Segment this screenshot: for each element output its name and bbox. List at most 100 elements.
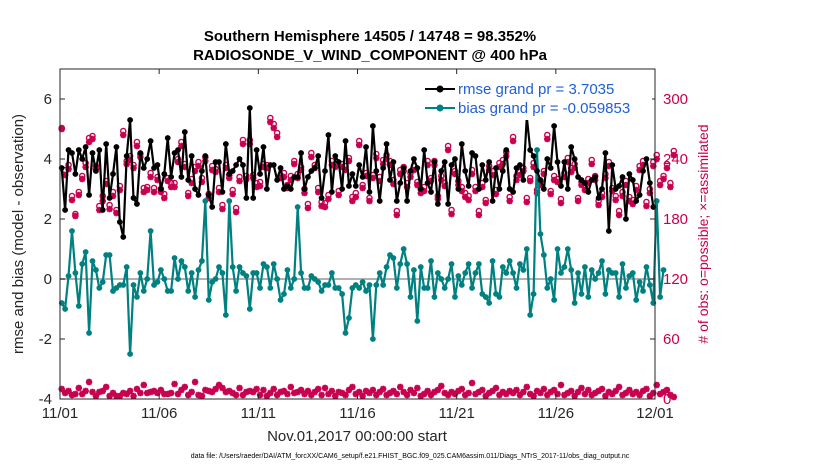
bias-point-69 [294,204,301,210]
rmse-point-71 [301,186,308,192]
bias-point-23 [137,270,144,276]
obs-assimilated-marker-6 [79,175,86,183]
bias-point-136 [523,246,530,252]
obs-rejected-marker-32 [167,389,175,397]
obs-assimilated-marker-33 [171,183,178,191]
rmse-point-87 [356,162,363,168]
obs-assimilated-marker-4 [72,212,79,220]
rmse-point-67 [287,186,294,192]
bias-point-29 [157,267,164,273]
obs-rejected-marker-41 [198,392,206,400]
obs-rejected-marker-130 [503,390,510,398]
obs-assimilated-marker-96 [386,161,394,169]
obs-assimilated-marker-114 [448,210,455,218]
rmse-point-1 [62,207,69,213]
rmse-point-126 [489,198,496,204]
bias-point-49 [226,198,233,204]
obs-assimilated-marker-120 [468,170,476,178]
bias-point-87 [356,285,363,291]
obs-assimilated-marker-167 [629,200,636,208]
bias-point-60 [263,264,270,270]
obs-assimilated-marker-29 [157,188,165,196]
obs-assimilated-marker-154 [585,179,592,187]
rmse-point-148 [564,186,571,192]
bias-point-122 [475,261,482,267]
rmse-point-139 [534,168,540,174]
rmse-point-83 [342,138,349,144]
legend-rmse-marker [436,85,444,93]
obs-assimilated-marker-79 [328,161,336,169]
obs-rejected-marker-139 [533,387,541,395]
obs-rejected-marker-14 [106,392,113,400]
obs-rejected-marker-111 [438,382,445,390]
bias-point-155 [588,267,595,273]
obs-assimilated-marker-14 [106,205,113,213]
obs-assimilated-marker-122 [475,211,483,219]
obs-assimilated-marker-145 [554,178,561,186]
bias-point-159 [602,291,609,297]
bias-point-114 [448,261,455,267]
obs-rejected-marker-16 [113,392,120,400]
obs-rejected-marker-63 [273,391,281,399]
rmse-point-107 [424,180,431,186]
bias-point-125 [486,300,493,306]
obs-rejected-marker-22 [133,385,141,393]
x-tick-label-2: 11/11 [241,405,276,422]
obs-assimilated-marker-126 [489,171,496,179]
obs-assimilated-marker-148 [564,158,572,166]
obs-assimilated-marker-58 [256,182,264,190]
obs-assimilated-marker-21 [130,164,137,172]
obs-assimilated-marker-36 [181,163,189,171]
obs-assimilated-marker-171 [643,202,650,210]
rmse-point-54 [243,195,250,201]
obs-assimilated-marker-85 [349,197,356,205]
rmse-point-82 [339,186,346,192]
bias-point-162 [612,270,619,276]
bias-point-79 [328,270,335,276]
obs-assimilated-marker-117 [458,187,465,195]
obs-assimilated-marker-8 [85,138,93,146]
obs-assimilated-marker-53 [239,140,247,148]
rmse-point-128 [496,186,503,192]
obs-rejected-marker-175 [656,390,664,398]
rmse-point-22 [134,201,140,207]
bias-point-107 [424,285,431,291]
bias-point-6 [79,261,86,267]
rmse-point-46 [216,159,222,165]
obs-assimilated-marker-173 [650,162,657,170]
obs-assimilated-marker-62 [270,124,277,132]
obs-rejected-marker-80 [332,392,339,400]
rmse-point-111 [438,168,445,174]
obs-rejected-marker-156 [591,389,599,397]
y-right-tick-label-0: 0 [663,391,671,408]
rmse-point-59 [260,144,267,150]
bias-point-22 [134,294,140,300]
obs-rejected-marker-5 [75,384,83,392]
rmse-point-121 [472,153,479,159]
rmse-point-47 [219,189,226,195]
rmse-point-84 [346,183,352,189]
obs-assimilated-marker-134 [516,171,524,179]
bias-point-1 [62,306,69,312]
bias-point-126 [489,258,496,264]
rmse-point-108 [428,189,434,195]
obs-rejected-marker-18 [120,389,127,397]
obs-rejected-marker-109 [431,388,438,396]
obs-rejected-marker-133 [513,386,520,394]
bias-point-132 [510,270,516,276]
legend-bias-marker [436,104,444,112]
bias-point-115 [452,294,458,300]
obs-rejected-marker-129 [499,388,507,396]
obs-assimilated-marker-166 [626,197,633,205]
obs-rejected-marker-107 [424,387,431,395]
obs-rejected-marker-20 [126,387,134,395]
obs-rejected-marker-99 [397,383,404,391]
bias-point-165 [623,285,629,291]
obs-rejected-marker-27 [150,387,158,395]
obs-assimilated-marker-83 [342,166,349,174]
obs-assimilated-marker-132 [509,137,517,145]
obs-rejected-marker-132 [509,389,517,397]
rmse-point-30 [161,171,168,177]
rmse-point-156 [592,174,599,180]
